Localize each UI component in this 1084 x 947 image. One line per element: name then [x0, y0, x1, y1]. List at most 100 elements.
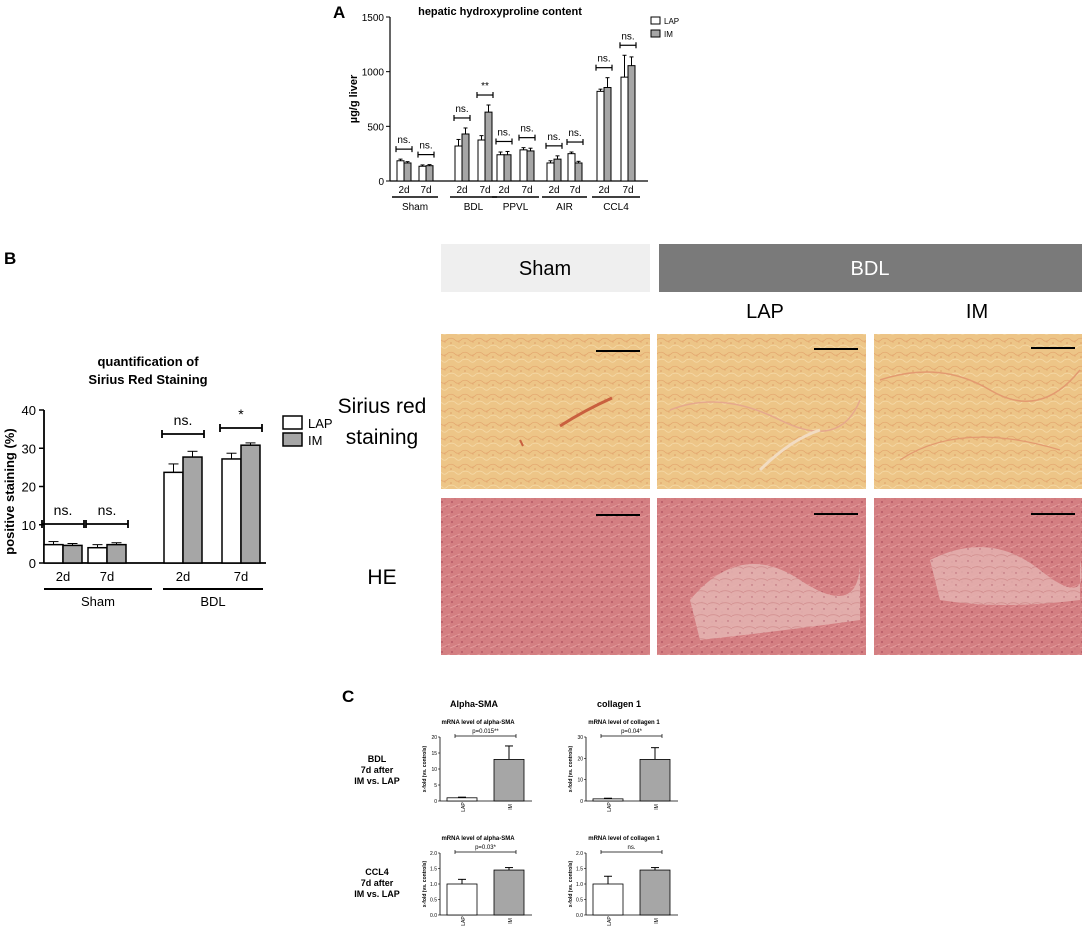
subplot-title: mRNA level of alpha-SMA	[441, 836, 515, 842]
micrograph-sirius-bdl-im	[874, 334, 1082, 489]
y-tick-label: 500	[367, 122, 384, 133]
x-tick-label: LAP	[461, 916, 467, 926]
sham-header-label: Sham	[519, 258, 571, 280]
significance-label: ns.	[597, 54, 610, 65]
x-tick-label: 2d	[398, 185, 409, 196]
y-tick-label: 1.5	[430, 867, 437, 873]
bar-im	[553, 158, 562, 182]
y-tick-label: 10	[577, 778, 583, 784]
x-tick-label: 7d	[420, 185, 431, 196]
x-tick-label: 7d	[521, 185, 532, 196]
x-tick-label: LAP	[461, 802, 467, 812]
bar-im	[526, 150, 535, 182]
significance-label: ns.	[419, 141, 432, 152]
x-tick-label: IM	[508, 918, 514, 924]
y-tick-label: 0.0	[430, 913, 437, 919]
legend-label-im: IM	[308, 433, 322, 448]
y-tick-label: 0	[378, 177, 384, 188]
bar-lap	[446, 883, 478, 916]
bar-lap	[496, 154, 505, 182]
micrograph-he-sham	[441, 498, 650, 655]
group-label: Sham	[81, 594, 115, 609]
column-title: collagen 1	[597, 699, 641, 709]
row-label: IM vs. LAP	[354, 776, 400, 786]
significance-label: ns.	[497, 127, 510, 138]
y-tick-label: 1500	[362, 13, 385, 24]
bar-im	[461, 133, 470, 182]
bar-im	[627, 65, 636, 182]
y-tick-label: 0.5	[430, 898, 437, 904]
x-tick-label: 2d	[56, 569, 70, 584]
significance-label: ns.	[54, 502, 73, 518]
bar-im	[639, 759, 671, 802]
x-tick-label: LAP	[607, 916, 613, 926]
significance-label: ns.	[174, 412, 193, 428]
y-tick-label: 40	[22, 403, 36, 418]
y-tick-label: 15	[431, 751, 437, 757]
x-tick-label: 2d	[176, 569, 190, 584]
bar-lap	[477, 139, 486, 182]
column-title: Alpha-SMA	[450, 699, 498, 709]
bar-im	[603, 87, 612, 182]
bar-im	[425, 165, 434, 182]
bar-lap	[221, 458, 242, 564]
y-tick-label: 2.0	[576, 851, 583, 857]
y-axis-label: positive staining (%)	[2, 428, 17, 554]
y-axis-label: x-fold (vs. controls)	[568, 860, 574, 907]
chart-b-title: quantification of	[97, 354, 199, 369]
x-tick-label: 7d	[622, 185, 633, 196]
y-axis-label: x-fold (vs. controls)	[568, 745, 574, 792]
bar-lap	[418, 165, 427, 182]
y-tick-label: 0.0	[576, 913, 583, 919]
significance-label: ns.	[520, 124, 533, 135]
y-tick-label: 10	[431, 767, 437, 773]
x-tick-label: 2d	[456, 185, 467, 196]
y-tick-label: 1000	[362, 68, 385, 79]
y-tick-label: 5	[434, 783, 437, 789]
panel-label-a: A	[333, 3, 345, 22]
sham-header-bar	[441, 244, 650, 292]
row-label: CCL4	[365, 867, 389, 877]
row-label-sirius-line1: Sirius red	[338, 395, 427, 418]
bar-lap	[43, 543, 64, 564]
significance-label: ns.	[98, 502, 117, 518]
legend-swatch-im	[282, 432, 303, 447]
y-tick-label: 20	[22, 480, 36, 495]
panel-label-c: C	[342, 687, 354, 706]
bar-lap	[596, 90, 605, 182]
row-label-he: HE	[367, 566, 396, 589]
group-label: AIR	[556, 202, 573, 213]
micrograph-sirius-sham	[441, 334, 650, 489]
y-tick-label: 20	[577, 756, 583, 762]
panel-label-b: B	[4, 249, 16, 268]
x-tick-label: 2d	[598, 185, 609, 196]
bdl-header-bar	[659, 244, 1082, 292]
y-tick-label: 0	[434, 799, 437, 805]
group-label: PPVL	[503, 202, 529, 213]
y-tick-label: 20	[431, 735, 437, 741]
bar-lap	[163, 471, 184, 564]
x-tick-label: 7d	[234, 569, 248, 584]
y-tick-label: 0	[29, 556, 36, 571]
bar-lap	[620, 76, 629, 182]
significance-label: **	[481, 81, 489, 92]
row-label: BDL	[368, 754, 387, 764]
micrograph-grid: Sham BDL LAP IM Sirius red staining HE	[338, 244, 1082, 655]
y-tick-label: 0	[580, 799, 583, 805]
micrograph-he-bdl-lap	[657, 498, 866, 655]
lap-column-label: LAP	[746, 301, 784, 323]
subplot-title: mRNA level of collagen 1	[588, 720, 660, 726]
bar-im	[182, 456, 203, 564]
y-tick-label: 1.0	[576, 882, 583, 888]
subplot-title: mRNA level of collagen 1	[588, 836, 660, 842]
significance-label: *	[238, 406, 244, 422]
y-axis-label: x-fold (vs. controls)	[422, 860, 428, 907]
x-tick-label: 2d	[548, 185, 559, 196]
bar-im	[484, 111, 493, 182]
x-tick-label: IM	[654, 804, 660, 810]
bar-im	[574, 162, 583, 182]
row-label-sirius-line2: staining	[346, 426, 418, 449]
row-label: IM vs. LAP	[354, 889, 400, 899]
